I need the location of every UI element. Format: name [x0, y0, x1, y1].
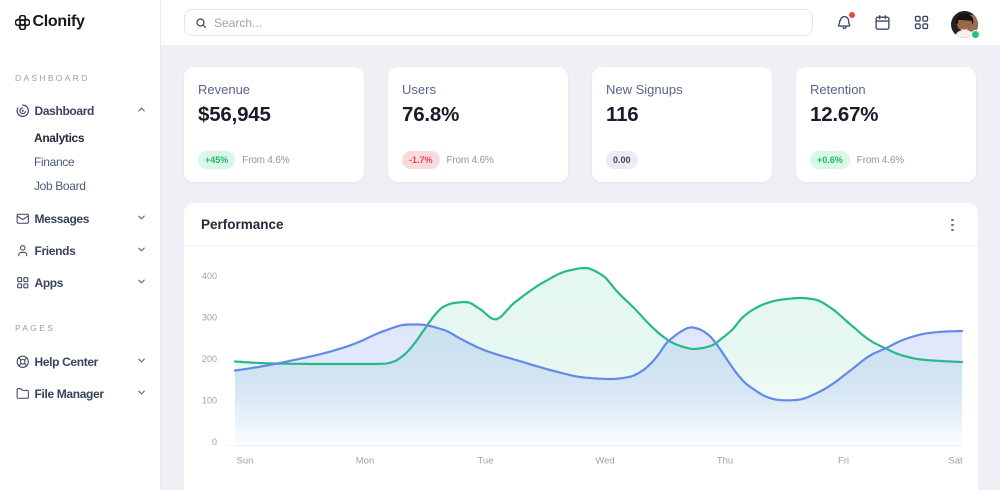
svg-text:Fri: Fri: [838, 456, 849, 467]
svg-text:Sun: Sun: [237, 456, 254, 467]
svg-text:Tue: Tue: [477, 456, 493, 467]
svg-text:200: 200: [202, 354, 217, 364]
svg-text:Sat: Sat: [948, 456, 963, 467]
svg-text:Wed: Wed: [595, 456, 614, 467]
svg-text:0: 0: [212, 437, 217, 447]
svg-text:100: 100: [202, 396, 217, 406]
svg-text:Mon: Mon: [356, 456, 374, 467]
svg-text:Thu: Thu: [717, 456, 733, 467]
svg-text:300: 300: [202, 313, 217, 323]
svg-text:400: 400: [202, 271, 217, 281]
